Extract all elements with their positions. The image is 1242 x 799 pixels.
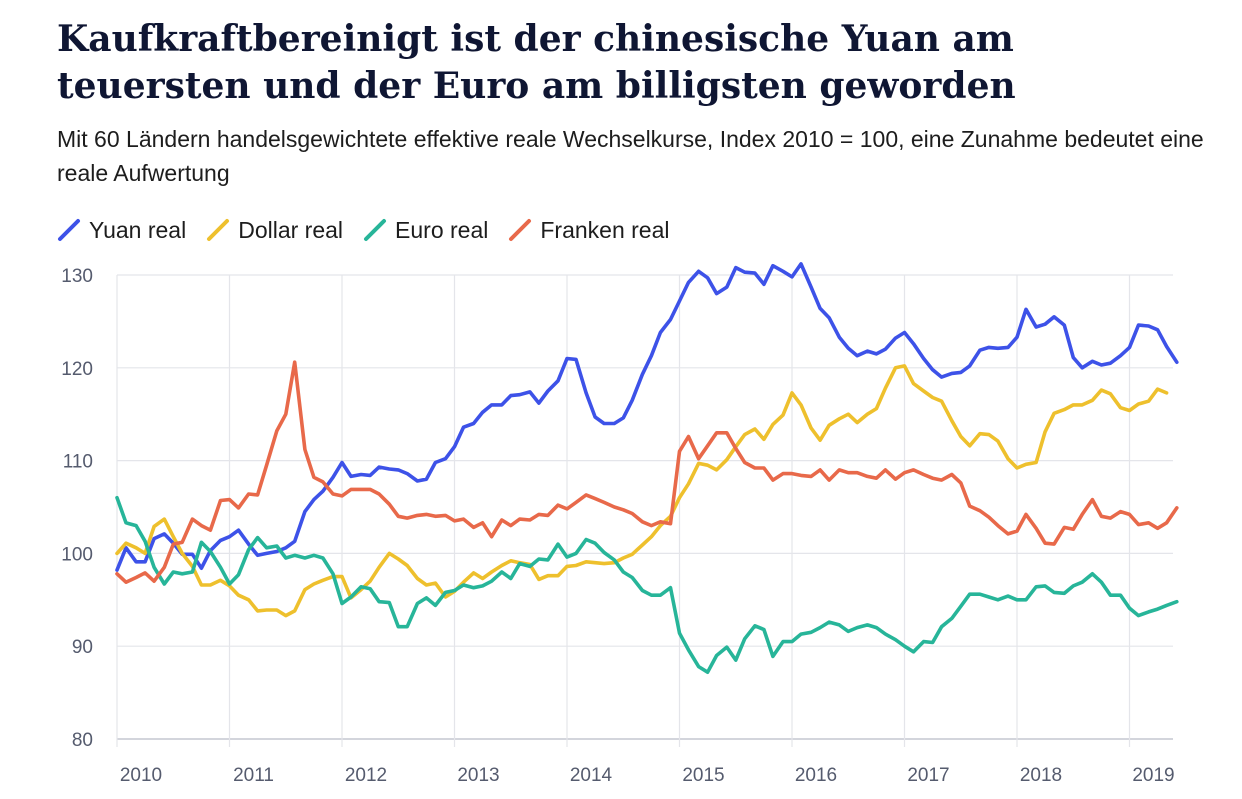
gridlines <box>116 274 1173 747</box>
y-tick-label: 90 <box>72 637 93 658</box>
chart-subtitle: Mit 60 Ländern handelsgewichtete effekti… <box>57 126 1204 186</box>
y-tick-label: 120 <box>61 359 93 380</box>
y-tick-label: 130 <box>61 266 93 287</box>
legend-item-dollar: Dollar real <box>206 217 343 244</box>
legend-swatch-yuan <box>58 219 80 241</box>
legend: Yuan real Dollar real Euro real Franken … <box>57 213 689 247</box>
legend-label-franken: Franken real <box>540 216 670 243</box>
x-tick-label: 2013 <box>457 765 499 786</box>
series-lines <box>115 262 1179 674</box>
x-axis-ticks: 2010 2011 2012 2013 2014 2015 2016 2017 2018 2019 <box>120 765 1175 786</box>
legend-label-euro: Euro real <box>395 216 489 243</box>
legend-item-yuan: Yuan real <box>57 217 186 244</box>
legend-item-euro: Euro real <box>363 217 488 244</box>
series-line-dollar-real <box>115 364 1169 618</box>
series-line-yuan-real <box>115 262 1179 572</box>
y-tick-label: 80 <box>72 730 93 751</box>
y-tick-label: 110 <box>63 452 93 473</box>
x-tick-label: 2010 <box>120 765 162 786</box>
legend-swatch-euro <box>364 219 387 241</box>
x-tick-label: 2016 <box>795 765 837 786</box>
x-tick-label: 2019 <box>1132 765 1174 786</box>
legend-swatch-dollar <box>207 219 230 241</box>
x-tick-label: 2017 <box>907 765 949 786</box>
y-axis-ticks: 80 90 100 110 120 130 <box>61 266 93 751</box>
legend-label-yuan: Yuan real <box>89 216 187 243</box>
series-line-euro-real <box>115 495 1179 674</box>
legend-item-franken: Franken real <box>508 217 669 244</box>
x-tick-label: 2015 <box>682 765 724 786</box>
legend-swatch-franken <box>509 219 532 241</box>
legend-label-dollar: Dollar real <box>238 216 344 243</box>
y-tick-label: 100 <box>61 544 93 565</box>
chart-title: Kaufkraftbereinigt ist der chinesische Y… <box>57 18 1016 107</box>
x-tick-label: 2018 <box>1020 765 1062 786</box>
x-tick-label: 2011 <box>233 765 274 786</box>
series-line-franken-real <box>115 360 1179 584</box>
x-tick-label: 2014 <box>570 765 613 786</box>
x-tick-label: 2012 <box>345 765 387 786</box>
